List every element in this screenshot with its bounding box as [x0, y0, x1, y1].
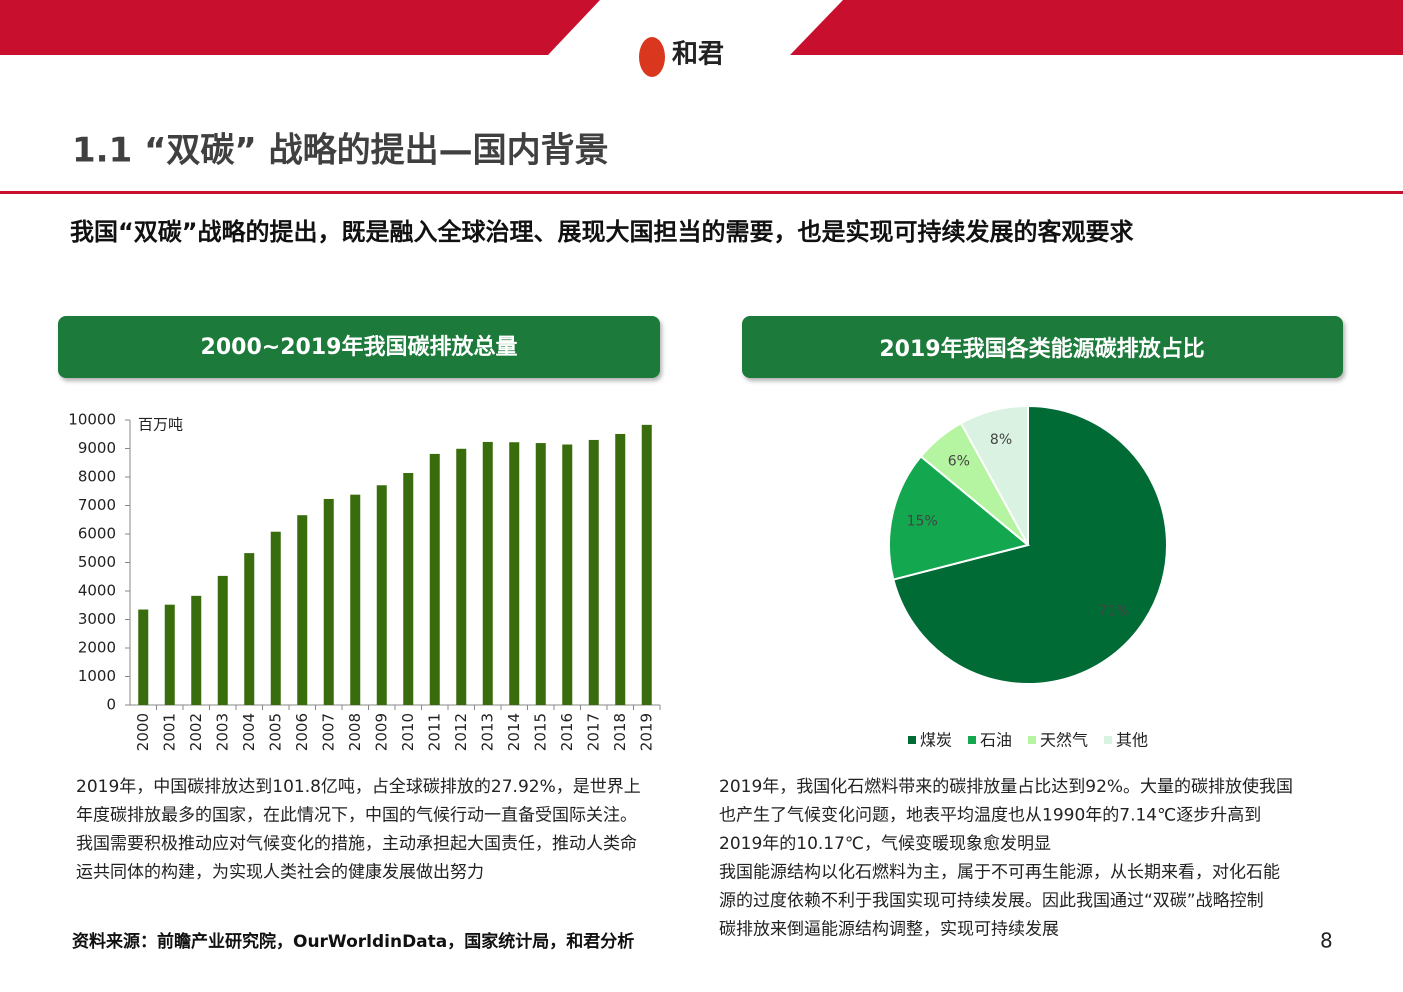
- pie-slice: [888, 454, 1031, 581]
- banner-left: [0, 0, 600, 55]
- source: 资料来源：前瞻产业研究院，OurWorldinData，国家统计局，和君分析: [72, 931, 634, 952]
- x-tick-label: 2012: [452, 713, 470, 751]
- slide-title: 1.1 “双碳” 战略的提出—国内背景: [72, 131, 609, 171]
- bar: [376, 485, 387, 705]
- subtitle: 我国“双碳”战略的提出，既是融入全球治理、展现大国担当的需要，也是实现可持续发展…: [70, 218, 1134, 246]
- legend-swatch: [1028, 736, 1037, 744]
- y-tick-label: 6000: [78, 525, 116, 543]
- y-tick-label: 2000: [78, 639, 116, 657]
- bar: [350, 494, 361, 705]
- banner-right: [790, 0, 1403, 55]
- x-tick-label: 2016: [558, 713, 576, 751]
- x-tick-label: 2000: [134, 713, 152, 751]
- bar: [615, 433, 626, 705]
- legend-label: 天然气: [1040, 731, 1088, 750]
- x-tick-label: 2003: [213, 713, 231, 751]
- text-line: 2019年的10.17℃，气候变暖现象愈发明显: [719, 834, 1051, 854]
- x-tick-label: 2002: [187, 713, 205, 751]
- legend-swatch: [908, 736, 916, 744]
- x-tick-label: 2009: [372, 713, 390, 751]
- y-tick-label: 0: [106, 696, 116, 714]
- x-tick-label: 2019: [637, 713, 655, 751]
- legend-swatch: [1104, 736, 1113, 744]
- bar: [323, 498, 334, 705]
- text-line: 2019年，中国碳排放达到101.8亿吨，占全球碳排放的27.92%，是世界上: [76, 777, 641, 797]
- y-tick-label: 8000: [78, 468, 116, 486]
- bar: [562, 444, 573, 705]
- text-line: 运共同体的构建，为实现人类社会的健康发展做出努力: [76, 863, 484, 883]
- x-tick-label: 2001: [160, 713, 178, 751]
- data-label: 15%: [907, 513, 938, 529]
- text-line: 2019年，我国化石燃料带来的碳排放量占比达到92%。大量的碳排放使我国: [719, 776, 1293, 797]
- bar: [297, 515, 308, 705]
- chart-title-box: [58, 316, 660, 378]
- x-tick-label: 2013: [478, 713, 496, 751]
- text-line: 年度碳排放最多的国家，在此情况下，中国的气候行动一直备受国际关注。: [76, 806, 637, 826]
- pie-slice: [959, 404, 1029, 546]
- data-label: 6%: [948, 453, 970, 469]
- bar: [164, 604, 175, 705]
- x-tick-label: 2015: [531, 713, 549, 751]
- pie-slice: [892, 404, 1168, 685]
- x-tick-label: 2007: [319, 713, 337, 751]
- y-tick-label: 10000: [68, 411, 116, 429]
- page-number: 8: [1320, 929, 1333, 953]
- x-tick-label: 2017: [584, 713, 602, 751]
- x-tick-label: 2006: [293, 713, 311, 751]
- x-tick-label: 2014: [505, 713, 523, 751]
- data-label: 71%: [1098, 603, 1129, 619]
- x-tick-label: 2011: [425, 713, 443, 751]
- legend-label: 煤炭: [920, 731, 952, 750]
- bar: [403, 473, 414, 705]
- legend-label: 其他: [1116, 731, 1148, 750]
- chart-title: 2019年我国各类能源碳排放占比: [879, 336, 1204, 362]
- bar: [138, 609, 149, 705]
- bar: [270, 531, 281, 705]
- y-tick-label: 5000: [78, 553, 116, 571]
- bar: [191, 595, 202, 705]
- y-axis-label: 百万吨: [138, 416, 183, 434]
- legend-label: 石油: [980, 731, 1012, 750]
- chart-title-box: [742, 316, 1343, 378]
- text-line: 我国能源结构以化石燃料为主，属于不可再生能源，从长期来看，对化石能: [719, 863, 1280, 883]
- bar: [535, 443, 546, 705]
- title-rule: [0, 191, 1403, 194]
- bar: [217, 575, 228, 705]
- y-tick-label: 4000: [78, 582, 116, 600]
- chart-title: 2000~2019年我国碳排放总量: [201, 334, 518, 360]
- logo-mark: [639, 37, 665, 77]
- logo-text: 和君: [672, 40, 724, 70]
- y-tick-label: 9000: [78, 439, 116, 457]
- bar: [482, 441, 493, 705]
- x-tick-label: 2004: [240, 713, 258, 751]
- y-tick-label: 3000: [78, 610, 116, 628]
- x-tick-label: 2008: [346, 713, 364, 751]
- bar: [509, 442, 520, 705]
- text-line: 也产生了气候变化问题，地表平均温度也从1990年的7.14℃逐步升高到: [719, 806, 1261, 826]
- bar: [244, 553, 255, 705]
- y-tick-label: 1000: [78, 667, 116, 685]
- text-line: 碳排放来倒逼能源结构调整，实现可持续发展: [719, 920, 1059, 940]
- x-tick-label: 2005: [266, 713, 284, 751]
- bar: [429, 453, 440, 705]
- text-line: 源的过度依赖不利于我国实现可持续发展。因此我国通过“双碳”战略控制: [719, 891, 1264, 911]
- text-line: 我国需要积极推动应对气候变化的措施，主动承担起大国责任，推动人类命: [76, 834, 637, 854]
- legend-swatch: [968, 736, 977, 744]
- bar: [641, 424, 652, 705]
- bar: [456, 448, 467, 705]
- x-tick-label: 2010: [399, 713, 417, 751]
- data-label: 8%: [990, 432, 1012, 448]
- y-tick-label: 7000: [78, 496, 116, 514]
- x-tick-label: 2018: [611, 713, 629, 751]
- bar: [588, 439, 599, 705]
